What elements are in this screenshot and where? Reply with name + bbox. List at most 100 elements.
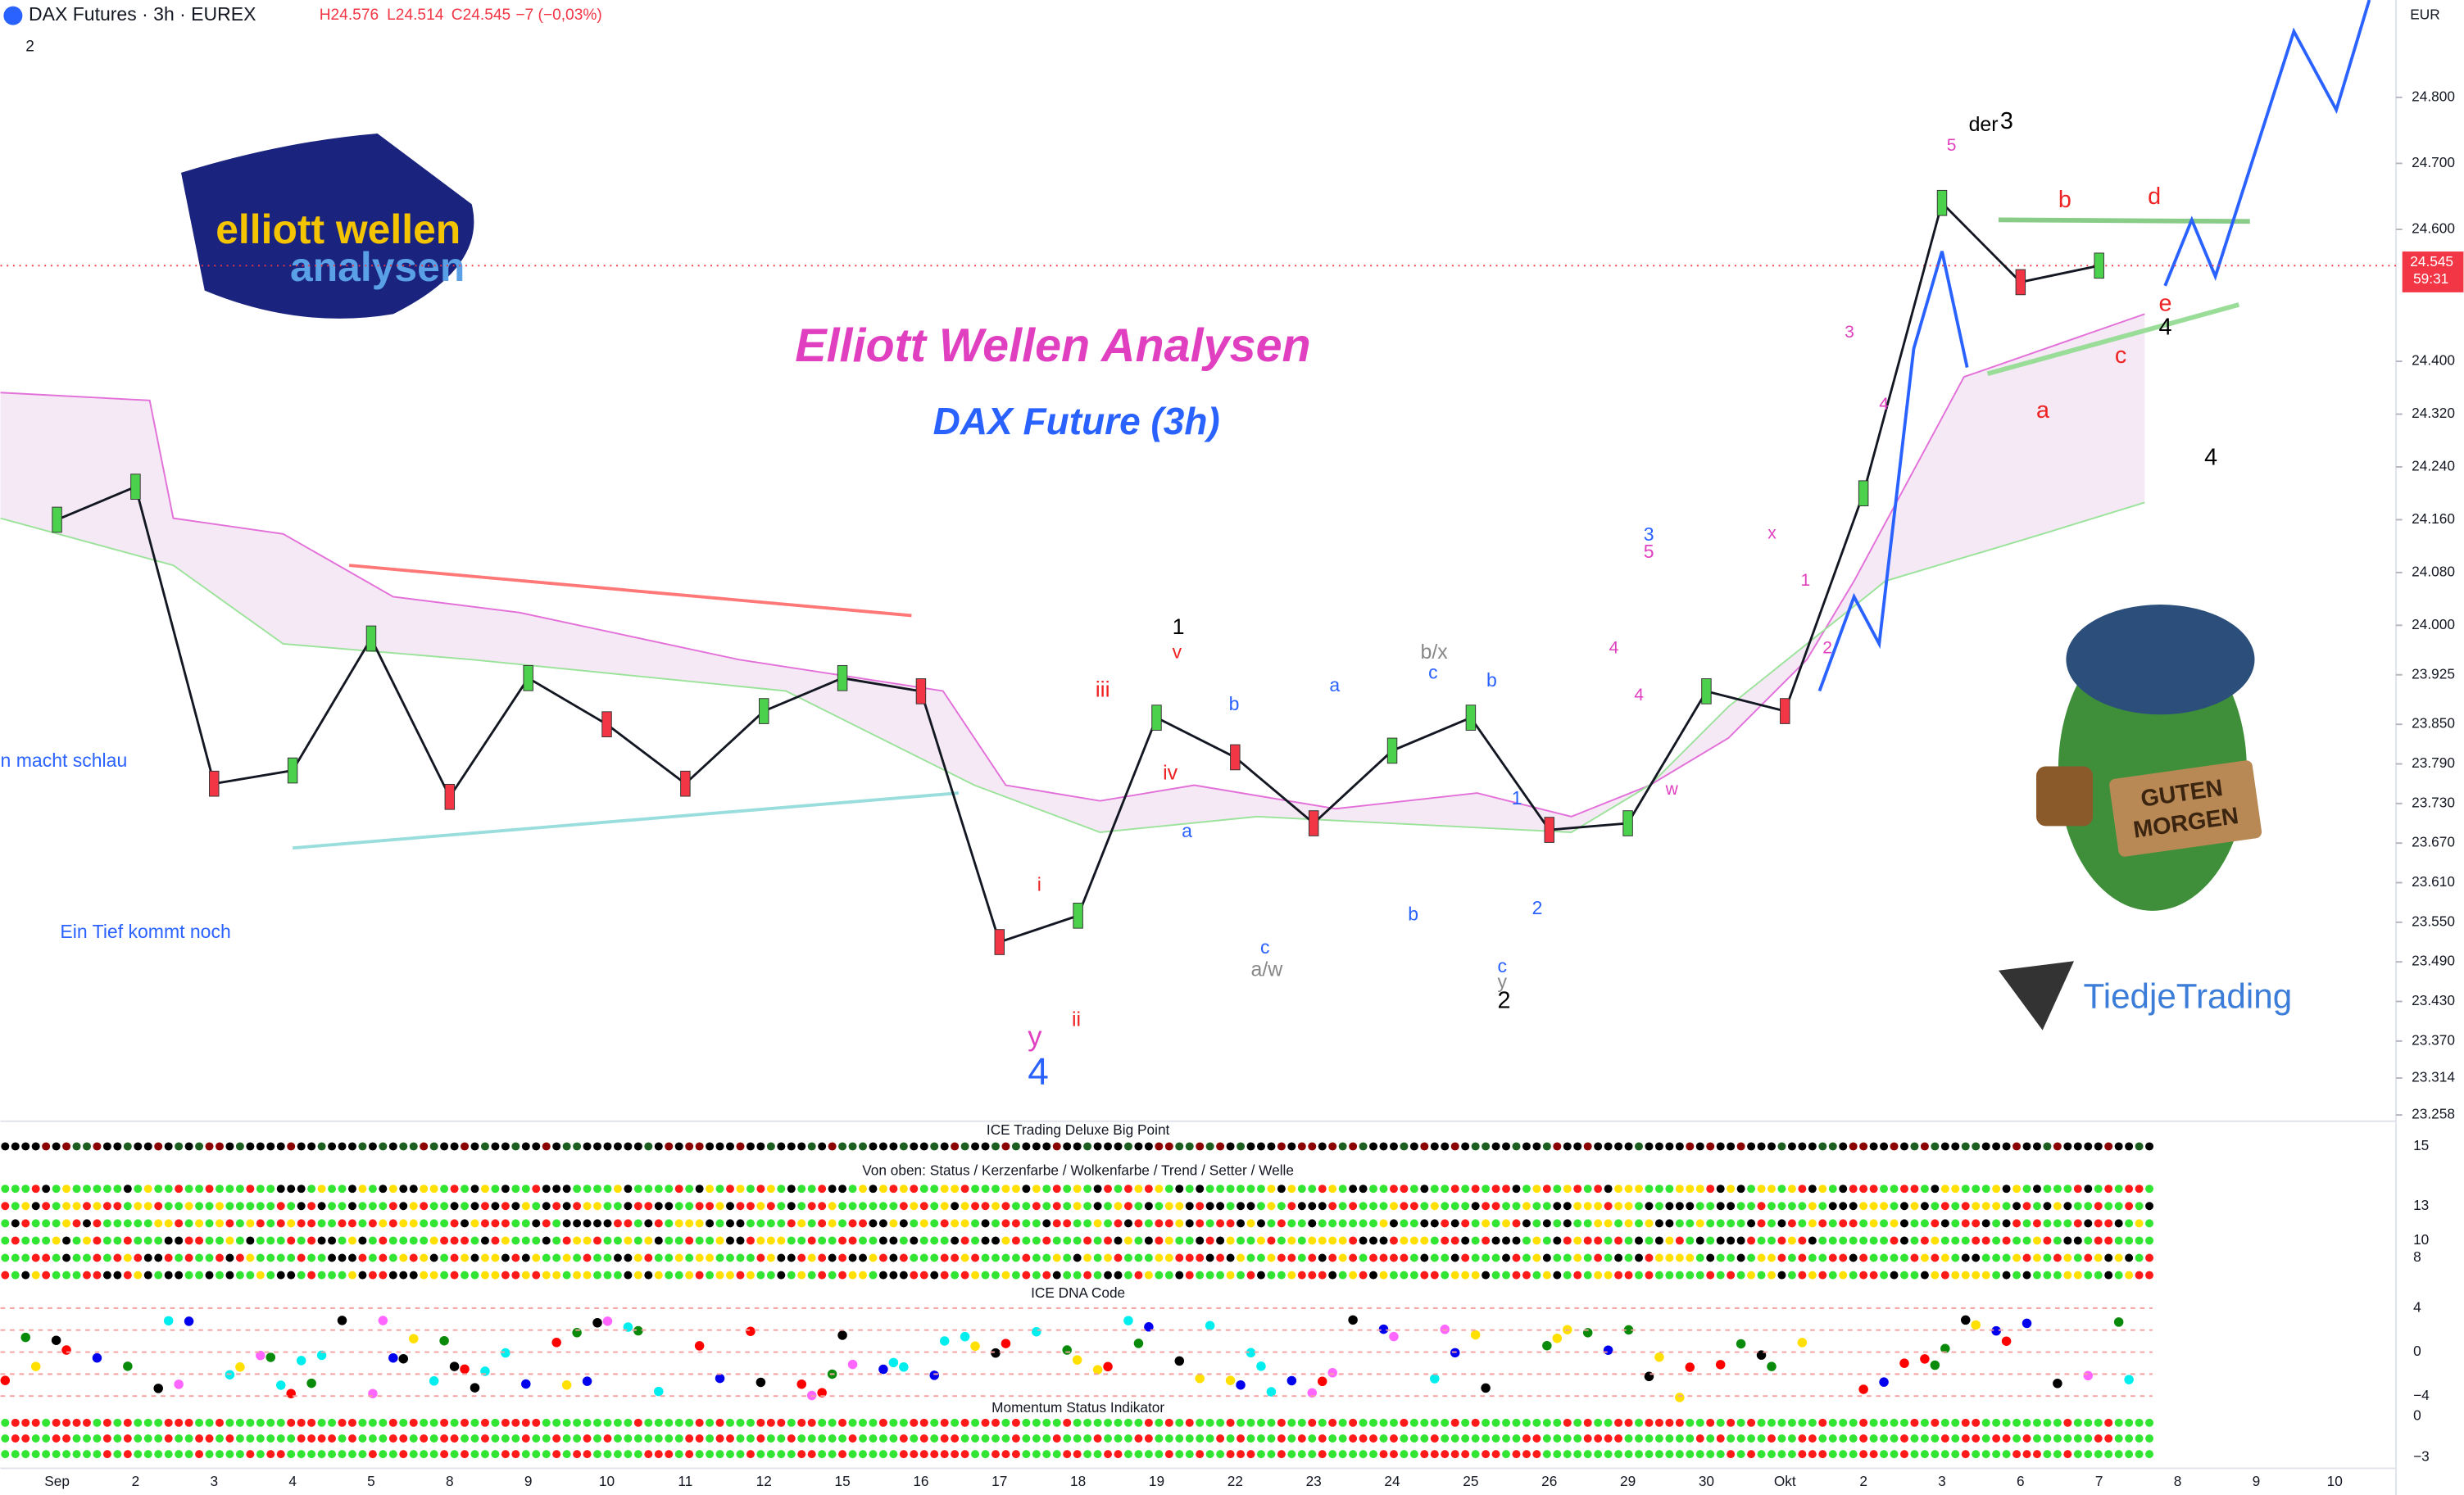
dot	[409, 1202, 418, 1211]
date-label: 24	[1384, 1473, 1400, 1489]
dot	[837, 1330, 847, 1340]
dot	[450, 1271, 459, 1280]
dot	[379, 1202, 388, 1211]
dot	[1318, 1450, 1327, 1459]
dot	[368, 1253, 377, 1262]
dot	[2125, 1271, 2134, 1280]
dot	[1828, 1434, 1837, 1443]
dot	[756, 1377, 766, 1388]
dot	[2135, 1202, 2144, 1211]
dot	[1798, 1253, 1807, 1262]
candle	[601, 711, 612, 737]
dot	[286, 1389, 296, 1398]
dot	[215, 1202, 224, 1211]
countdown: 59:31	[2413, 270, 2448, 287]
dot	[2114, 1202, 2123, 1211]
dot	[1645, 1142, 1654, 1151]
dot	[1859, 1450, 1868, 1459]
dot	[1512, 1219, 1521, 1228]
dot	[1869, 1142, 1878, 1151]
dot	[1114, 1271, 1123, 1280]
dot	[1420, 1253, 1429, 1262]
dot	[889, 1450, 898, 1459]
flag-logo	[181, 133, 474, 319]
dot	[368, 1271, 377, 1280]
dot	[1931, 1185, 1940, 1194]
dot	[1736, 1236, 1745, 1245]
dot	[603, 1185, 612, 1194]
dot	[328, 1271, 337, 1280]
dot	[2012, 1236, 2022, 1245]
dot	[1441, 1185, 1450, 1194]
dot	[2104, 1253, 2113, 1262]
dot	[1256, 1219, 1265, 1228]
dot	[1001, 1185, 1010, 1194]
dot	[1839, 1202, 1848, 1211]
pane-count[interactable]: 2	[25, 39, 34, 56]
dot	[1430, 1142, 1439, 1151]
dot	[420, 1450, 429, 1459]
dot	[1409, 1236, 1418, 1245]
dot	[1563, 1434, 1572, 1443]
dot	[1635, 1219, 1643, 1228]
dot	[1563, 1271, 1572, 1280]
ohlc-low: L24.514	[387, 7, 444, 24]
dot	[1123, 1202, 1132, 1211]
dot	[930, 1219, 939, 1228]
dot	[1951, 1219, 1960, 1228]
dot	[1144, 1236, 1153, 1245]
dot	[1981, 1253, 1990, 1262]
dot	[1910, 1253, 1919, 1262]
dot	[706, 1185, 715, 1194]
dot	[164, 1418, 173, 1427]
dot	[1727, 1271, 1736, 1280]
dot	[1695, 1434, 1704, 1443]
dot	[297, 1253, 306, 1262]
dot	[1011, 1434, 1020, 1443]
dot	[1604, 1142, 1613, 1151]
dot	[736, 1450, 745, 1459]
symbol[interactable]: DAX Futures · 3h · EUREX	[29, 3, 256, 25]
dot	[1491, 1418, 1500, 1427]
dot	[828, 1185, 837, 1194]
dot	[1767, 1271, 1776, 1280]
dot	[1727, 1253, 1736, 1262]
dot	[420, 1142, 429, 1151]
dot	[2022, 1253, 2031, 1262]
dot	[1727, 1219, 1736, 1228]
dot	[828, 1253, 837, 1262]
dot	[399, 1434, 408, 1443]
dot	[562, 1450, 571, 1459]
dot	[1430, 1450, 1439, 1459]
dot	[1144, 1202, 1153, 1211]
dot	[1849, 1185, 1858, 1194]
dot	[72, 1450, 81, 1459]
dot	[674, 1253, 683, 1262]
wave-label: a	[1329, 674, 1340, 695]
dot	[480, 1185, 489, 1194]
dot	[102, 1418, 111, 1427]
dot	[818, 1202, 827, 1211]
dot	[2002, 1253, 2011, 1262]
dot	[2063, 1450, 2072, 1459]
dot	[143, 1185, 152, 1194]
dot	[1011, 1185, 1020, 1194]
dot	[746, 1236, 755, 1245]
dot	[1379, 1202, 1388, 1211]
dot	[52, 1271, 61, 1280]
dot	[1951, 1434, 1960, 1443]
dot	[1563, 1142, 1572, 1151]
dot	[1736, 1418, 1745, 1427]
mug	[2036, 766, 2094, 827]
dot	[2114, 1142, 2123, 1151]
date-label: 23	[1306, 1473, 1322, 1489]
dot	[1686, 1202, 1695, 1211]
dot	[603, 1450, 612, 1459]
dot	[1470, 1330, 1481, 1340]
dot	[1542, 1202, 1551, 1211]
dot	[1757, 1185, 1766, 1194]
dot	[1686, 1271, 1695, 1280]
dot	[399, 1253, 408, 1262]
dot	[1133, 1339, 1144, 1348]
pane-tick-label: −3	[2413, 1448, 2430, 1465]
